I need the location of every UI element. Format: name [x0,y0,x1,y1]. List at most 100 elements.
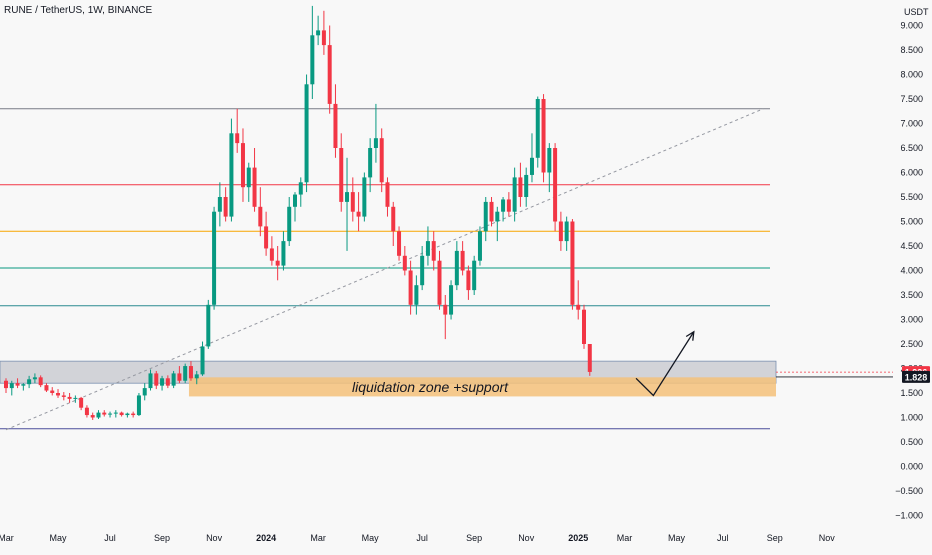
price-tag[interactable]: 1.828 [776,370,930,383]
candle[interactable] [212,206,217,310]
candle[interactable] [119,411,124,417]
candle[interactable] [21,383,26,391]
candle[interactable] [391,201,396,246]
trend-line[interactable] [5,108,764,431]
candle[interactable] [258,187,263,237]
candle[interactable] [339,133,344,212]
candle[interactable] [564,216,569,251]
candle[interactable] [414,275,419,315]
candle[interactable] [108,411,113,418]
candle[interactable] [529,133,534,183]
candle[interactable] [252,148,257,212]
candle[interactable] [304,74,309,193]
candle[interactable] [188,361,193,381]
candle[interactable] [96,410,101,419]
candle[interactable] [229,118,234,222]
candle[interactable] [443,295,448,340]
candle[interactable] [362,172,367,222]
candle[interactable] [350,177,355,222]
candle[interactable] [50,387,55,396]
candle[interactable] [194,370,199,385]
candle[interactable] [102,410,107,417]
candle[interactable] [582,304,586,349]
candle[interactable] [131,411,136,418]
candle[interactable] [125,412,130,418]
candle[interactable] [321,10,326,55]
candle[interactable] [56,389,61,398]
candle[interactable] [223,187,228,222]
candle[interactable] [506,192,511,217]
candle[interactable] [160,375,165,391]
candle[interactable] [437,250,442,310]
candle[interactable] [246,162,251,202]
candle[interactable] [84,405,89,418]
candle[interactable] [148,369,153,391]
candle[interactable] [310,5,315,99]
candle[interactable] [587,344,592,376]
candle[interactable] [345,157,350,251]
candle[interactable] [281,231,286,271]
candle[interactable] [397,226,402,261]
candle[interactable] [449,280,454,320]
candle[interactable] [379,128,384,193]
candle[interactable] [472,255,477,295]
candle[interactable] [298,177,303,207]
candle[interactable] [454,241,459,291]
candle[interactable] [287,197,292,246]
candle[interactable] [90,412,95,420]
candle[interactable] [264,211,269,256]
candle[interactable] [570,219,575,310]
candle[interactable] [483,197,488,242]
candle[interactable] [333,84,338,158]
candle[interactable] [558,211,563,251]
candle[interactable] [541,94,546,183]
candle[interactable] [9,380,14,396]
candle[interactable] [15,378,20,389]
candle[interactable] [235,108,240,153]
candle[interactable] [501,197,506,222]
currency-label[interactable]: USDT [904,7,929,17]
candle[interactable] [408,260,413,315]
candle[interactable] [553,143,558,232]
candle[interactable] [38,375,43,388]
candle[interactable] [136,393,141,417]
candle[interactable] [171,370,176,389]
candle[interactable] [466,265,471,300]
candle[interactable] [44,383,49,393]
candle[interactable] [518,162,523,207]
candle[interactable] [425,226,430,266]
candle[interactable] [73,395,78,403]
candle[interactable] [535,96,540,168]
candle[interactable] [368,138,373,193]
projection-path[interactable] [635,331,695,397]
candle[interactable] [67,393,72,403]
candle[interactable] [460,241,465,276]
candle[interactable] [32,373,37,384]
candle[interactable] [269,236,274,266]
candle[interactable] [183,363,188,384]
candle[interactable] [495,206,500,242]
candle[interactable] [402,246,407,276]
candle[interactable] [240,128,245,202]
candle[interactable] [165,375,170,389]
candle[interactable] [61,392,66,401]
candle[interactable] [79,396,84,411]
candle[interactable] [385,177,390,217]
candle[interactable] [206,299,211,349]
candle[interactable] [27,375,32,389]
candle[interactable] [217,182,222,227]
support-zone[interactable] [188,377,776,397]
candle[interactable] [547,143,552,193]
candle[interactable] [142,383,147,401]
candle[interactable] [356,192,361,232]
candle[interactable] [431,231,436,271]
candle[interactable] [316,15,321,46]
candle[interactable] [4,378,8,393]
candle[interactable] [275,246,280,281]
candle[interactable] [489,197,494,227]
candle[interactable] [524,167,529,207]
candle[interactable] [512,167,517,222]
candle[interactable] [200,341,205,376]
